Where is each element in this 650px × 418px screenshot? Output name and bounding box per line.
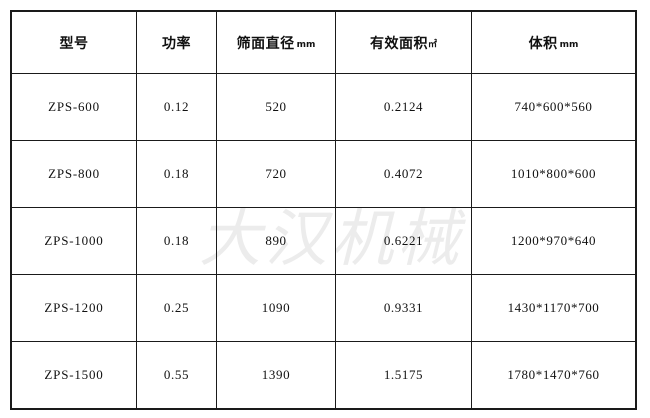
cell-power: 0.18	[136, 207, 217, 275]
cell-model: ZPS-1000	[11, 207, 137, 275]
column-header-model-label: 型号	[59, 35, 89, 52]
cell-screen-diameter: 1090	[216, 274, 336, 342]
cell-model-value: ZPS-1500	[44, 367, 104, 382]
cell-effective-area: 0.9331	[335, 274, 472, 342]
cell-screen-diameter-value: 890	[265, 233, 287, 248]
cell-volume-value: 740*600*560	[514, 99, 593, 114]
table-row: ZPS-1000 0.18 890 0.6221 1200*970*640	[11, 207, 636, 275]
cell-volume: 1430*1170*700	[471, 274, 636, 342]
column-header-effective-area-unit: ㎡	[427, 39, 437, 50]
cell-effective-area-value: 0.6221	[383, 233, 424, 248]
table-row: ZPS-1500 0.55 1390 1.5175 1780*1470*760	[11, 341, 636, 409]
cell-model: ZPS-1200	[11, 274, 137, 342]
cell-model-value: ZPS-800	[48, 166, 100, 181]
cell-volume: 1200*970*640	[471, 207, 636, 275]
column-header-screen-diameter: 筛面直径 mm	[216, 11, 336, 74]
cell-effective-area-value: 0.9331	[383, 300, 424, 315]
cell-power: 0.18	[136, 140, 217, 208]
cell-screen-diameter-value: 1390	[261, 367, 291, 382]
table-header-row: 型号 功率 筛面直径 mm 有效面积㎡ 体积 mm	[11, 11, 636, 74]
cell-effective-area: 0.4072	[335, 140, 472, 208]
cell-power: 0.55	[136, 341, 217, 409]
cell-effective-area: 0.2124	[335, 73, 472, 141]
column-header-power-label: 功率	[162, 35, 191, 52]
cell-volume-value: 1200*970*640	[510, 233, 597, 248]
table-row: ZPS-1200 0.25 1090 0.9331 1430*1170*700	[11, 274, 636, 342]
cell-screen-diameter-value: 1090	[261, 300, 291, 315]
specification-table-container: 大汉机械 型号 功率 筛面直径 mm 有效面积㎡ 体积 mm	[10, 10, 637, 410]
table-row: ZPS-800 0.18 720 0.4072 1010*800*600	[11, 140, 636, 208]
cell-model: ZPS-600	[11, 73, 137, 141]
cell-screen-diameter-value: 720	[265, 166, 287, 181]
cell-effective-area: 1.5175	[335, 341, 472, 409]
cell-power: 0.12	[136, 73, 217, 141]
cell-screen-diameter: 720	[216, 140, 336, 208]
cell-power: 0.25	[136, 274, 217, 342]
cell-model-value: ZPS-600	[48, 99, 100, 114]
column-header-volume-unit: mm	[559, 39, 579, 50]
cell-model-value: ZPS-1200	[44, 300, 104, 315]
column-header-screen-diameter-unit: mm	[296, 39, 316, 50]
column-header-effective-area: 有效面积㎡	[335, 11, 472, 74]
column-header-model: 型号	[11, 11, 137, 74]
table-row: ZPS-600 0.12 520 0.2124 740*600*560	[11, 73, 636, 141]
column-header-screen-diameter-label: 筛面直径	[236, 35, 295, 52]
cell-screen-diameter: 1390	[216, 341, 336, 409]
cell-power-value: 0.55	[163, 367, 190, 382]
column-header-volume: 体积 mm	[471, 11, 636, 74]
column-header-effective-area-label: 有效面积	[369, 35, 428, 52]
cell-effective-area-value: 0.2124	[383, 99, 424, 114]
cell-screen-diameter-value: 520	[265, 99, 287, 114]
cell-effective-area-value: 1.5175	[383, 367, 424, 382]
cell-power-value: 0.25	[163, 300, 190, 315]
cell-effective-area: 0.6221	[335, 207, 472, 275]
column-header-power: 功率	[136, 11, 217, 74]
cell-power-value: 0.18	[163, 166, 190, 181]
cell-power-value: 0.12	[163, 99, 190, 114]
cell-screen-diameter: 520	[216, 73, 336, 141]
cell-power-value: 0.18	[163, 233, 190, 248]
cell-model: ZPS-800	[11, 140, 137, 208]
cell-screen-diameter: 890	[216, 207, 336, 275]
cell-effective-area-value: 0.4072	[383, 166, 424, 181]
column-header-volume-label: 体积	[528, 35, 558, 52]
cell-model-value: ZPS-1000	[44, 233, 104, 248]
cell-volume: 740*600*560	[471, 73, 636, 141]
cell-volume-value: 1010*800*600	[510, 166, 597, 181]
cell-volume: 1780*1470*760	[471, 341, 636, 409]
cell-volume-value: 1430*1170*700	[507, 300, 600, 315]
cell-model: ZPS-1500	[11, 341, 137, 409]
cell-volume-value: 1780*1470*760	[507, 367, 600, 382]
cell-volume: 1010*800*600	[471, 140, 636, 208]
specification-table: 型号 功率 筛面直径 mm 有效面积㎡ 体积 mm ZPS-600 0.12 520	[10, 10, 637, 410]
